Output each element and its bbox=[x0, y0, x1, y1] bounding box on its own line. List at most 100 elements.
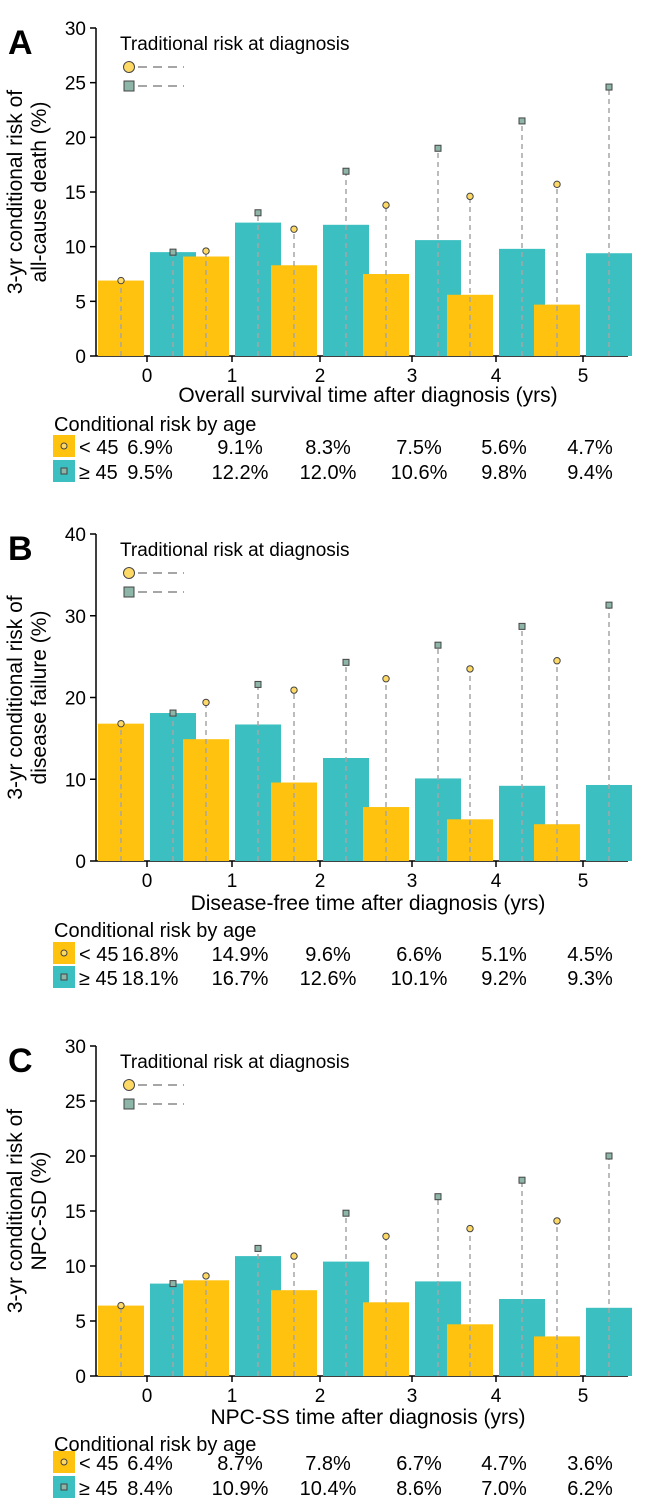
trad-old-point bbox=[169, 1280, 177, 1288]
y-tick-label: 0 bbox=[75, 347, 86, 368]
table-value: 12.0% bbox=[300, 462, 357, 484]
table-value: 6.7% bbox=[396, 1453, 442, 1475]
table-value: 16.8% bbox=[122, 944, 179, 966]
x-tick-label: 5 bbox=[578, 871, 589, 892]
table-title: Conditional risk by age bbox=[54, 1434, 256, 1456]
y-tick-label: 20 bbox=[65, 1147, 86, 1168]
y-tick-label: 10 bbox=[65, 238, 86, 259]
trad-old-point bbox=[254, 209, 262, 217]
trad-young-point bbox=[290, 686, 298, 694]
trad-young-point bbox=[382, 674, 390, 683]
x-tick-label: 2 bbox=[315, 871, 326, 892]
y-tick-label: 20 bbox=[65, 689, 86, 710]
bar-young bbox=[447, 1324, 493, 1376]
trad-young-point bbox=[117, 276, 125, 285]
y-tick-label: 25 bbox=[65, 74, 86, 95]
panel-letter: C bbox=[8, 1042, 33, 1080]
table-label-young: < 45 bbox=[79, 1453, 118, 1475]
trad-old-point bbox=[169, 709, 177, 717]
table-value: 9.3% bbox=[567, 968, 613, 990]
y-tick-label: 10 bbox=[65, 770, 86, 791]
legend-young-marker bbox=[123, 61, 135, 73]
y-tick-label: 10 bbox=[65, 1257, 86, 1278]
table-value: 12.6% bbox=[300, 968, 357, 990]
bar-old bbox=[323, 757, 369, 861]
x-tick-label: 3 bbox=[407, 1386, 418, 1407]
trad-old-point bbox=[605, 601, 613, 609]
trad-old-point bbox=[605, 83, 613, 91]
trad-young-point bbox=[382, 1232, 390, 1241]
table-value: 7.8% bbox=[305, 1453, 351, 1475]
trad-young-point bbox=[466, 1224, 474, 1233]
table-value: 14.9% bbox=[212, 944, 269, 966]
table-value: 10.9% bbox=[212, 1478, 269, 1500]
y-tick-label: 0 bbox=[75, 1367, 86, 1388]
y-tick-label: 5 bbox=[75, 292, 86, 313]
trad-old-point bbox=[518, 1176, 526, 1184]
legend-young-marker bbox=[123, 567, 135, 579]
table-value: 4.5% bbox=[567, 944, 613, 966]
x-tick-label: 4 bbox=[491, 1386, 502, 1407]
x-tick-label: 0 bbox=[142, 366, 153, 387]
table-label-old: ≥ 45 bbox=[79, 462, 118, 484]
table-value: 9.5% bbox=[127, 462, 173, 484]
table-value: 4.7% bbox=[481, 1453, 527, 1475]
table-swatch-young-marker bbox=[60, 442, 68, 450]
legend-old-marker bbox=[123, 1098, 135, 1110]
trad-old-point bbox=[169, 248, 177, 256]
y-tick-label: 40 bbox=[65, 525, 86, 546]
table-value: 7.0% bbox=[481, 1478, 527, 1500]
table-title: Conditional risk by age bbox=[54, 920, 256, 942]
y-tick-label: 5 bbox=[75, 1312, 86, 1333]
trad-old-point bbox=[342, 658, 350, 666]
table-value: 10.6% bbox=[391, 462, 448, 484]
x-axis-title: Overall survival time after diagnosis (y… bbox=[178, 384, 557, 407]
x-tick-label: 5 bbox=[578, 1386, 589, 1407]
x-tick-label: 4 bbox=[491, 366, 502, 387]
y-tick-label: 0 bbox=[75, 852, 86, 873]
trad-old-point bbox=[254, 1244, 262, 1252]
table-value: 6.6% bbox=[396, 944, 442, 966]
table-swatch-young-marker bbox=[60, 949, 68, 957]
trad-young-point bbox=[202, 247, 210, 255]
table-swatch-young-marker bbox=[60, 1458, 68, 1466]
legend-title: Traditional risk at diagnosis bbox=[120, 34, 350, 55]
trad-young-point bbox=[117, 1301, 125, 1310]
x-tick-label: 3 bbox=[407, 366, 418, 387]
table-value: 10.1% bbox=[391, 968, 448, 990]
y-tick-label: 30 bbox=[65, 19, 86, 40]
table-value: 10.4% bbox=[300, 1478, 357, 1500]
trad-young-point bbox=[290, 1252, 298, 1260]
bar-young bbox=[363, 807, 409, 861]
trad-old-point bbox=[434, 1193, 442, 1201]
x-tick-label: 2 bbox=[315, 366, 326, 387]
table-value: 5.6% bbox=[481, 437, 527, 459]
y-axis-title: disease failure (%) bbox=[28, 611, 51, 785]
trad-young-point bbox=[553, 180, 561, 189]
y-tick-label: 30 bbox=[65, 607, 86, 628]
table-swatch-old-marker bbox=[60, 1483, 68, 1491]
x-tick-label: 3 bbox=[407, 871, 418, 892]
trad-old-point bbox=[342, 167, 350, 175]
x-tick-label: 1 bbox=[227, 366, 238, 387]
trad-young-point bbox=[202, 1272, 210, 1280]
trad-young-point bbox=[553, 657, 561, 665]
y-axis-title: NPC-SD (%) bbox=[28, 1152, 51, 1271]
table-value: 9.6% bbox=[305, 944, 351, 966]
x-tick-label: 5 bbox=[578, 366, 589, 387]
table-label-old: ≥ 45 bbox=[79, 968, 118, 990]
table-value: 8.4% bbox=[127, 1478, 173, 1500]
trad-old-point bbox=[518, 622, 526, 630]
legend-old-marker bbox=[123, 80, 135, 92]
table-swatch-old-marker bbox=[60, 467, 68, 475]
table-value: 6.2% bbox=[567, 1478, 613, 1500]
x-tick-label: 0 bbox=[142, 1386, 153, 1407]
trad-young-point bbox=[553, 1217, 561, 1225]
table-value: 5.1% bbox=[481, 944, 527, 966]
panel-letter: B bbox=[8, 530, 33, 568]
bar-young bbox=[534, 304, 580, 356]
trad-old-point bbox=[342, 1209, 350, 1217]
